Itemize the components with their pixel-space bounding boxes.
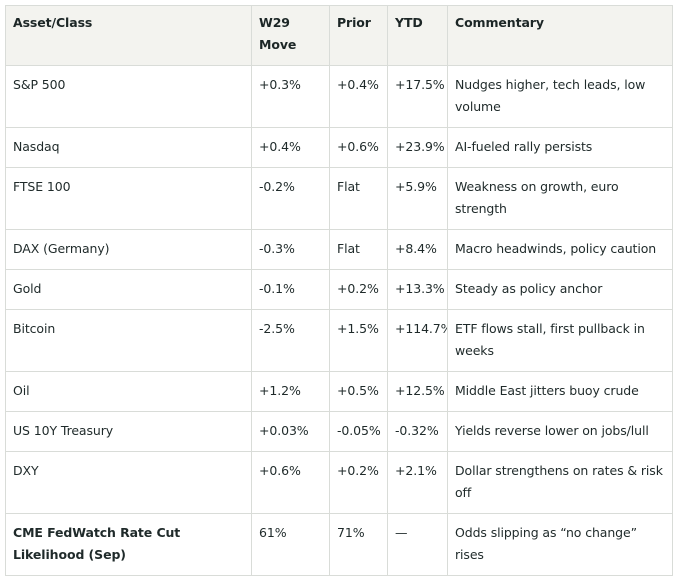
header-asset: Asset/Class — [5, 5, 252, 66]
cell-move: -0.3% — [251, 229, 330, 270]
cell-prior: +0.5% — [329, 371, 388, 412]
cell-commentary: Odds slipping as “no change” rises — [447, 513, 673, 576]
cell-asset: S&P 500 — [5, 65, 252, 128]
table-header-row: Asset/Class W29 Move Prior YTD Commentar… — [5, 5, 673, 66]
cell-ytd: +114.7% — [387, 309, 448, 372]
cell-prior: +0.6% — [329, 127, 388, 168]
header-prior: Prior — [329, 5, 388, 66]
table-row: US 10Y Treasury +0.03% -0.05% -0.32% Yie… — [5, 411, 673, 452]
cell-asset: US 10Y Treasury — [5, 411, 252, 452]
cell-commentary: Macro headwinds, policy caution — [447, 229, 673, 270]
cell-ytd: +12.5% — [387, 371, 448, 412]
cell-commentary: Dollar strengthens on rates & risk off — [447, 451, 673, 514]
cell-commentary: Yields reverse lower on jobs/lull — [447, 411, 673, 452]
table-row: Bitcoin -2.5% +1.5% +114.7% ETF flows st… — [5, 309, 673, 372]
cell-commentary: Nudges higher, tech leads, low volume — [447, 65, 673, 128]
cell-move: 61% — [251, 513, 330, 576]
cell-asset: Bitcoin — [5, 309, 252, 372]
header-move: W29 Move — [251, 5, 330, 66]
cell-asset: DXY — [5, 451, 252, 514]
cell-asset: Gold — [5, 269, 252, 310]
cell-commentary: Middle East jitters buoy crude — [447, 371, 673, 412]
cell-move: -0.2% — [251, 167, 330, 230]
table-row: DXY +0.6% +0.2% +2.1% Dollar strengthens… — [5, 451, 673, 514]
cell-asset: FTSE 100 — [5, 167, 252, 230]
cell-asset: Oil — [5, 371, 252, 412]
cell-ytd: +13.3% — [387, 269, 448, 310]
table-row: Nasdaq +0.4% +0.6% +23.9% AI-fueled rall… — [5, 127, 673, 168]
cell-prior: 71% — [329, 513, 388, 576]
cell-ytd: +2.1% — [387, 451, 448, 514]
market-summary-table: Asset/Class W29 Move Prior YTD Commentar… — [5, 5, 673, 576]
table-row: DAX (Germany) -0.3% Flat +8.4% Macro hea… — [5, 229, 673, 270]
table-row: S&P 500 +0.3% +0.4% +17.5% Nudges higher… — [5, 65, 673, 128]
cell-ytd: +17.5% — [387, 65, 448, 128]
table-row: Oil +1.2% +0.5% +12.5% Middle East jitte… — [5, 371, 673, 412]
cell-ytd: — — [387, 513, 448, 576]
cell-asset: DAX (Germany) — [5, 229, 252, 270]
cell-move: +0.6% — [251, 451, 330, 514]
cell-commentary: ETF flows stall, first pullback in weeks — [447, 309, 673, 372]
cell-prior: -0.05% — [329, 411, 388, 452]
cell-prior: +0.2% — [329, 451, 388, 514]
cell-prior: Flat — [329, 167, 388, 230]
header-commentary: Commentary — [447, 5, 673, 66]
cell-ytd: +23.9% — [387, 127, 448, 168]
cell-prior: +1.5% — [329, 309, 388, 372]
table-row: FTSE 100 -0.2% Flat +5.9% Weakness on gr… — [5, 167, 673, 230]
cell-asset: CME FedWatch Rate Cut Likelihood (Sep) — [5, 513, 252, 576]
cell-asset: Nasdaq — [5, 127, 252, 168]
cell-ytd: -0.32% — [387, 411, 448, 452]
cell-prior: +0.2% — [329, 269, 388, 310]
cell-commentary: Weakness on growth, euro strength — [447, 167, 673, 230]
cell-prior: Flat — [329, 229, 388, 270]
table-row: CME FedWatch Rate Cut Likelihood (Sep) 6… — [5, 513, 673, 576]
cell-move: +0.4% — [251, 127, 330, 168]
cell-commentary: Steady as policy anchor — [447, 269, 673, 310]
cell-move: -2.5% — [251, 309, 330, 372]
cell-move: +0.3% — [251, 65, 330, 128]
cell-prior: +0.4% — [329, 65, 388, 128]
cell-ytd: +8.4% — [387, 229, 448, 270]
header-ytd: YTD — [387, 5, 448, 66]
cell-move: +0.03% — [251, 411, 330, 452]
cell-commentary: AI-fueled rally persists — [447, 127, 673, 168]
cell-move: +1.2% — [251, 371, 330, 412]
cell-move: -0.1% — [251, 269, 330, 310]
market-table-container: Asset/Class W29 Move Prior YTD Commentar… — [5, 5, 673, 576]
table-row: Gold -0.1% +0.2% +13.3% Steady as policy… — [5, 269, 673, 310]
cell-ytd: +5.9% — [387, 167, 448, 230]
